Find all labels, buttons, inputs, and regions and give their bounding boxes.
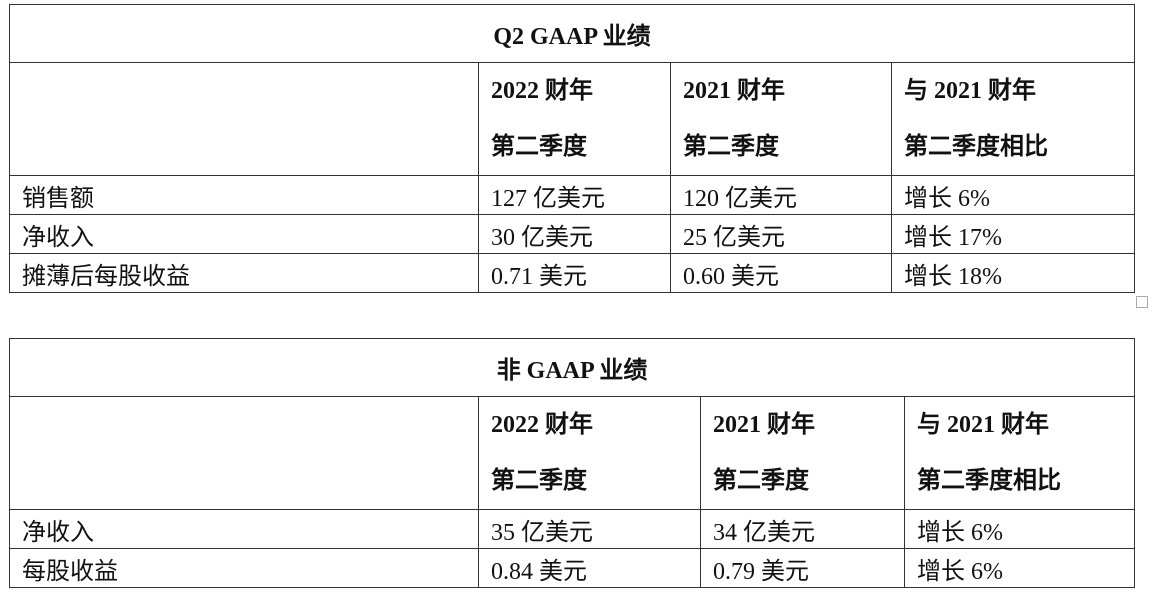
- header-cell: 2021 财年 第二季度: [670, 62, 892, 176]
- data-row: 净收入 35 亿美元 34 亿美元 增长 6%: [9, 509, 1136, 549]
- header-line: 第二季度相比: [917, 468, 1061, 494]
- data-row: 销售额 127 亿美元 120 亿美元 增长 6%: [9, 175, 1136, 215]
- header-line: 第二季度: [491, 468, 587, 494]
- header-line: 与 2021 财年: [917, 412, 1049, 438]
- row-label: 净收入: [9, 214, 479, 254]
- header-cell: 2022 财年 第二季度: [478, 62, 671, 176]
- row-label: 每股收益: [9, 548, 479, 588]
- table: Q2 GAAP 业绩 2022 财年 第二季度 2021 财年 第二季度与 2021 财…: [8, 4, 1136, 293]
- value-cell: 增长 17%: [890, 214, 1136, 254]
- header-line: 2022 财年: [491, 412, 593, 438]
- header-line: 第二季度: [491, 134, 587, 160]
- header-row: 2022 财年 第二季度 2021 财年 第二季度与 2021 财年 第二季度相比: [9, 62, 1136, 176]
- value-cell: 34 亿美元: [700, 509, 905, 549]
- value-cell: 0.79 美元: [700, 548, 905, 588]
- value-cell: 增长 18%: [890, 253, 1136, 293]
- row-label: 销售额: [9, 175, 479, 215]
- header-line: 第二季度: [683, 134, 779, 160]
- header-line: 2022 财年: [491, 78, 593, 104]
- row-label: 摊薄后每股收益: [9, 253, 479, 293]
- value-cell: 127 亿美元: [478, 175, 671, 215]
- value-cell: 0.60 美元: [670, 253, 892, 293]
- table-title: Q2 GAAP 业绩: [8, 4, 1136, 63]
- header-line: 2021 财年: [683, 78, 785, 104]
- header-line: 第二季度相比: [904, 134, 1048, 160]
- value-cell: 增长 6%: [903, 548, 1136, 588]
- header-cell: 与 2021 财年 第二季度相比: [890, 62, 1136, 176]
- anchor-mark: [1136, 296, 1148, 308]
- header-cell: 与 2021 财年 第二季度相比: [903, 396, 1136, 510]
- header-cell: 2022 财年 第二季度: [478, 396, 701, 510]
- header-cell: [9, 396, 479, 510]
- header-line: 第二季度: [713, 468, 809, 494]
- value-cell: 0.84 美元: [478, 548, 701, 588]
- value-cell: 30 亿美元: [478, 214, 671, 254]
- header-line: 2021 财年: [713, 412, 815, 438]
- value-cell: 35 亿美元: [478, 509, 701, 549]
- header-row: 2022 财年 第二季度 2021 财年 第二季度与 2021 财年 第二季度相比: [9, 396, 1136, 510]
- table-title: 非 GAAP 业绩: [8, 338, 1136, 397]
- data-row: 摊薄后每股收益 0.71 美元 0.60 美元 增长 18%: [9, 253, 1136, 293]
- data-row: 净收入 30 亿美元 25 亿美元 增长 17%: [9, 214, 1136, 254]
- value-cell: 增长 6%: [903, 509, 1136, 549]
- header-line: 与 2021 财年: [904, 78, 1036, 104]
- title-row: Q2 GAAP 业绩: [8, 4, 1136, 63]
- header-cell: 2021 财年 第二季度: [700, 396, 905, 510]
- value-cell: 120 亿美元: [670, 175, 892, 215]
- title-row: 非 GAAP 业绩: [8, 338, 1136, 397]
- value-cell: 增长 6%: [890, 175, 1136, 215]
- row-label: 净收入: [9, 509, 479, 549]
- data-row: 每股收益 0.84 美元 0.79 美元 增长 6%: [9, 548, 1136, 588]
- table: 非 GAAP 业绩 2022 财年 第二季度 2021 财年 第二季度与 2021 财年…: [8, 338, 1136, 588]
- value-cell: 25 亿美元: [670, 214, 892, 254]
- value-cell: 0.71 美元: [478, 253, 671, 293]
- header-cell: [9, 62, 479, 176]
